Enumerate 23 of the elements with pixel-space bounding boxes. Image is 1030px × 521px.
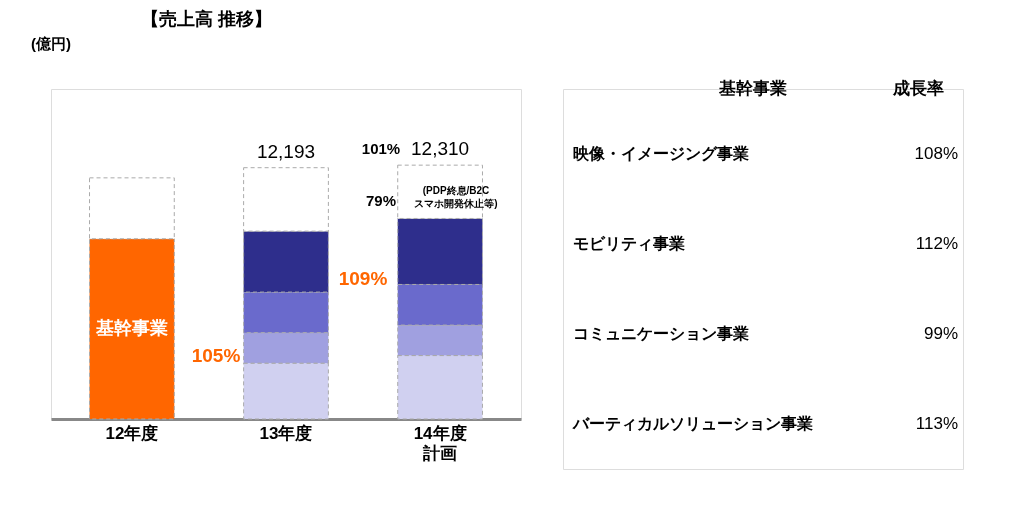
text: 112% — [915, 234, 958, 253]
text: コミュニケーション事業 — [573, 325, 749, 342]
text: 99% — [923, 324, 958, 343]
x-tick-label: 14年度計画 — [413, 423, 467, 463]
annotation: 109% — [338, 268, 388, 290]
annotation: 105% — [191, 344, 241, 366]
text: 映像・イメージング事業 — [573, 145, 749, 162]
annotation: 12,193 — [256, 140, 316, 162]
series-label: 基幹事業 — [94, 317, 168, 338]
text: 113% — [915, 414, 958, 433]
annotation: (PDP終息/B2C スマホ開発休止等) — [414, 184, 498, 209]
chart-title: 【売上高 推移】 — [141, 9, 273, 29]
text: 成長率 — [891, 79, 944, 98]
text: 101% — [361, 140, 401, 158]
text: 108% — [914, 144, 958, 163]
text: モビリティ事業 — [573, 235, 685, 252]
x-tick-label: 13年度 — [259, 423, 313, 443]
text: バーティカルソリューション事業 — [572, 415, 813, 432]
text: (億円) — [31, 35, 71, 52]
text: 基幹事業 — [718, 79, 787, 98]
annotation: 79% — [365, 191, 397, 209]
x-tick-label: 12年度 — [105, 423, 159, 443]
annotation: 12,310 — [411, 138, 470, 160]
